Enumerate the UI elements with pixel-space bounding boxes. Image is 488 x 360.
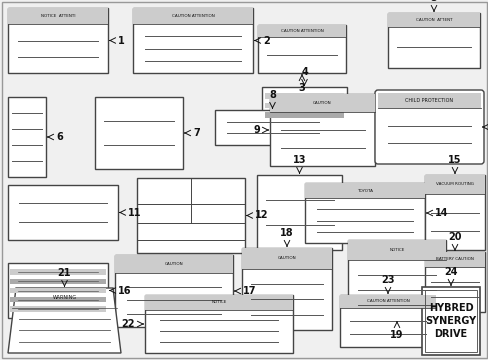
Bar xyxy=(264,112,343,118)
Text: 18: 18 xyxy=(280,228,293,238)
Bar xyxy=(95,97,183,169)
Text: CAUTION: CAUTION xyxy=(164,262,183,266)
Text: 6: 6 xyxy=(56,132,62,142)
Text: 13: 13 xyxy=(292,155,305,165)
Text: CHILD PROTECTION: CHILD PROTECTION xyxy=(405,98,453,103)
Bar xyxy=(339,295,435,308)
Bar xyxy=(10,288,106,293)
Text: 9: 9 xyxy=(253,125,260,135)
Bar xyxy=(424,252,484,312)
Bar xyxy=(133,8,252,24)
Bar xyxy=(305,183,424,198)
Bar xyxy=(339,295,435,347)
Bar xyxy=(10,297,106,302)
Bar xyxy=(421,287,479,355)
Bar xyxy=(10,269,106,275)
Text: 11: 11 xyxy=(128,207,141,217)
Text: 15: 15 xyxy=(447,155,461,165)
Text: 17: 17 xyxy=(243,286,256,296)
Bar xyxy=(424,175,484,194)
Bar xyxy=(242,248,331,330)
Text: 12: 12 xyxy=(254,211,268,220)
Text: 23: 23 xyxy=(381,275,394,285)
Bar xyxy=(424,175,484,250)
Text: 7: 7 xyxy=(193,128,199,138)
Bar xyxy=(387,13,479,27)
Text: WARNING: WARNING xyxy=(52,295,77,300)
Text: 20: 20 xyxy=(447,232,461,242)
Bar xyxy=(269,94,374,112)
Bar xyxy=(8,8,108,24)
Bar xyxy=(424,290,476,352)
Text: CAUTION  ATTENT: CAUTION ATTENT xyxy=(415,18,451,22)
Bar xyxy=(258,25,346,73)
Bar xyxy=(347,240,445,260)
Text: VACUUM ROUTING: VACUUM ROUTING xyxy=(435,183,473,186)
Bar xyxy=(257,175,341,250)
Text: 24: 24 xyxy=(443,267,457,277)
FancyBboxPatch shape xyxy=(374,90,483,164)
Text: NOTICE  ATTENTI: NOTICE ATTENTI xyxy=(41,14,75,18)
Bar xyxy=(258,25,346,37)
Bar xyxy=(133,8,252,73)
Bar xyxy=(264,103,343,108)
Bar xyxy=(8,97,46,177)
Text: 21: 21 xyxy=(58,268,71,278)
Bar xyxy=(8,263,108,318)
Text: 1: 1 xyxy=(118,36,124,45)
Bar xyxy=(424,252,484,267)
Text: NOTICE: NOTICE xyxy=(211,300,226,304)
Text: NOTICE: NOTICE xyxy=(388,248,404,252)
Bar xyxy=(10,306,106,312)
Text: BATTERY CAUTION: BATTERY CAUTION xyxy=(435,257,473,261)
Text: 3: 3 xyxy=(298,83,305,93)
Text: CAUTION: CAUTION xyxy=(277,256,296,260)
Bar xyxy=(8,185,118,240)
Bar xyxy=(269,94,374,166)
Bar xyxy=(305,183,424,243)
Bar xyxy=(242,248,331,269)
Text: TOYOTA: TOYOTA xyxy=(356,189,372,193)
Text: 22: 22 xyxy=(121,319,135,329)
Text: 2: 2 xyxy=(263,36,269,45)
Text: 14: 14 xyxy=(434,208,447,218)
Bar xyxy=(10,279,106,284)
Text: HYBRED
SYNERGY
DRIVE: HYBRED SYNERGY DRIVE xyxy=(425,303,476,339)
Bar xyxy=(115,255,232,327)
Bar xyxy=(145,295,292,310)
Text: CAUTION ATTENTION: CAUTION ATTENTION xyxy=(280,29,323,33)
Text: 4: 4 xyxy=(301,67,307,77)
Bar xyxy=(145,295,292,353)
Bar xyxy=(215,110,329,145)
Bar xyxy=(347,240,445,320)
Text: 8: 8 xyxy=(268,90,275,100)
Bar xyxy=(387,13,479,68)
Polygon shape xyxy=(8,288,121,353)
Text: 19: 19 xyxy=(389,330,403,340)
Bar xyxy=(137,178,244,253)
Text: 5: 5 xyxy=(430,0,436,3)
Text: CAUTION: CAUTION xyxy=(312,101,331,105)
Text: CAUTION ATTENTION: CAUTION ATTENTION xyxy=(366,300,408,303)
Text: CAUTION ATTENTION: CAUTION ATTENTION xyxy=(171,14,214,18)
Bar xyxy=(377,93,480,108)
Bar xyxy=(262,87,346,125)
Text: 16: 16 xyxy=(118,285,131,296)
Bar xyxy=(115,255,232,273)
Bar xyxy=(264,93,343,99)
Bar xyxy=(8,8,108,73)
